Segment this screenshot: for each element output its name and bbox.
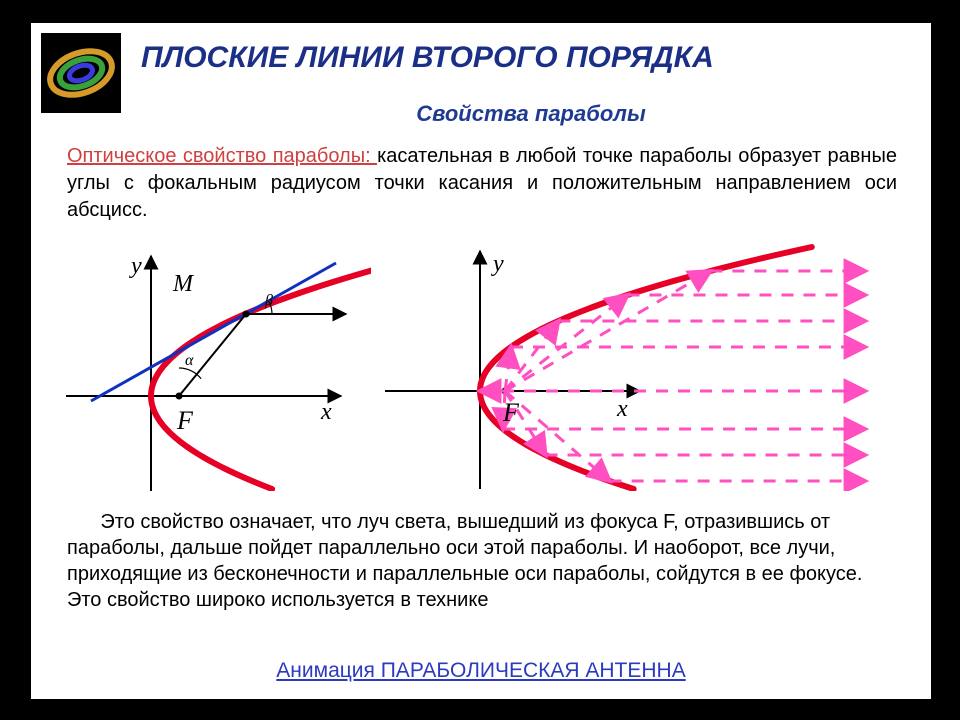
diagrams-row: y x F Mα β y x F	[61, 241, 901, 501]
diagram-right: y x F	[385, 241, 885, 496]
svg-text:x: x	[320, 399, 332, 425]
slide: ПЛОСКИЕ ЛИНИИ ВТОРОГО ПОРЯДКА Свойства п…	[30, 22, 932, 700]
svg-text:α: α	[185, 352, 194, 369]
slide-subtitle: Свойства параболы	[141, 101, 921, 127]
slide-title: ПЛОСКИЕ ЛИНИИ ВТОРОГО ПОРЯДКА	[141, 41, 921, 75]
svg-text:F: F	[502, 398, 520, 427]
svg-text:y: y	[491, 251, 504, 277]
slide-logo	[41, 33, 121, 113]
svg-text:β: β	[264, 292, 273, 309]
animation-link[interactable]: Анимация ПАРАБОЛИЧЕСКАЯ АНТЕННА	[31, 659, 931, 683]
svg-text:x: x	[616, 396, 628, 422]
svg-text:y: y	[129, 253, 142, 279]
body-paragraph: Это свойство означает, что луч света, вы…	[67, 509, 897, 613]
svg-text:F: F	[176, 406, 194, 435]
body-text-span: Это свойство означает, что луч света, вы…	[67, 511, 863, 611]
intro-paragraph: Оптическое свойство параболы: касательна…	[67, 143, 897, 224]
optical-property-label: Оптическое свойство параболы:	[67, 145, 377, 167]
svg-text:M: M	[172, 271, 195, 297]
diagram-left: y x F Mα β	[61, 241, 371, 496]
